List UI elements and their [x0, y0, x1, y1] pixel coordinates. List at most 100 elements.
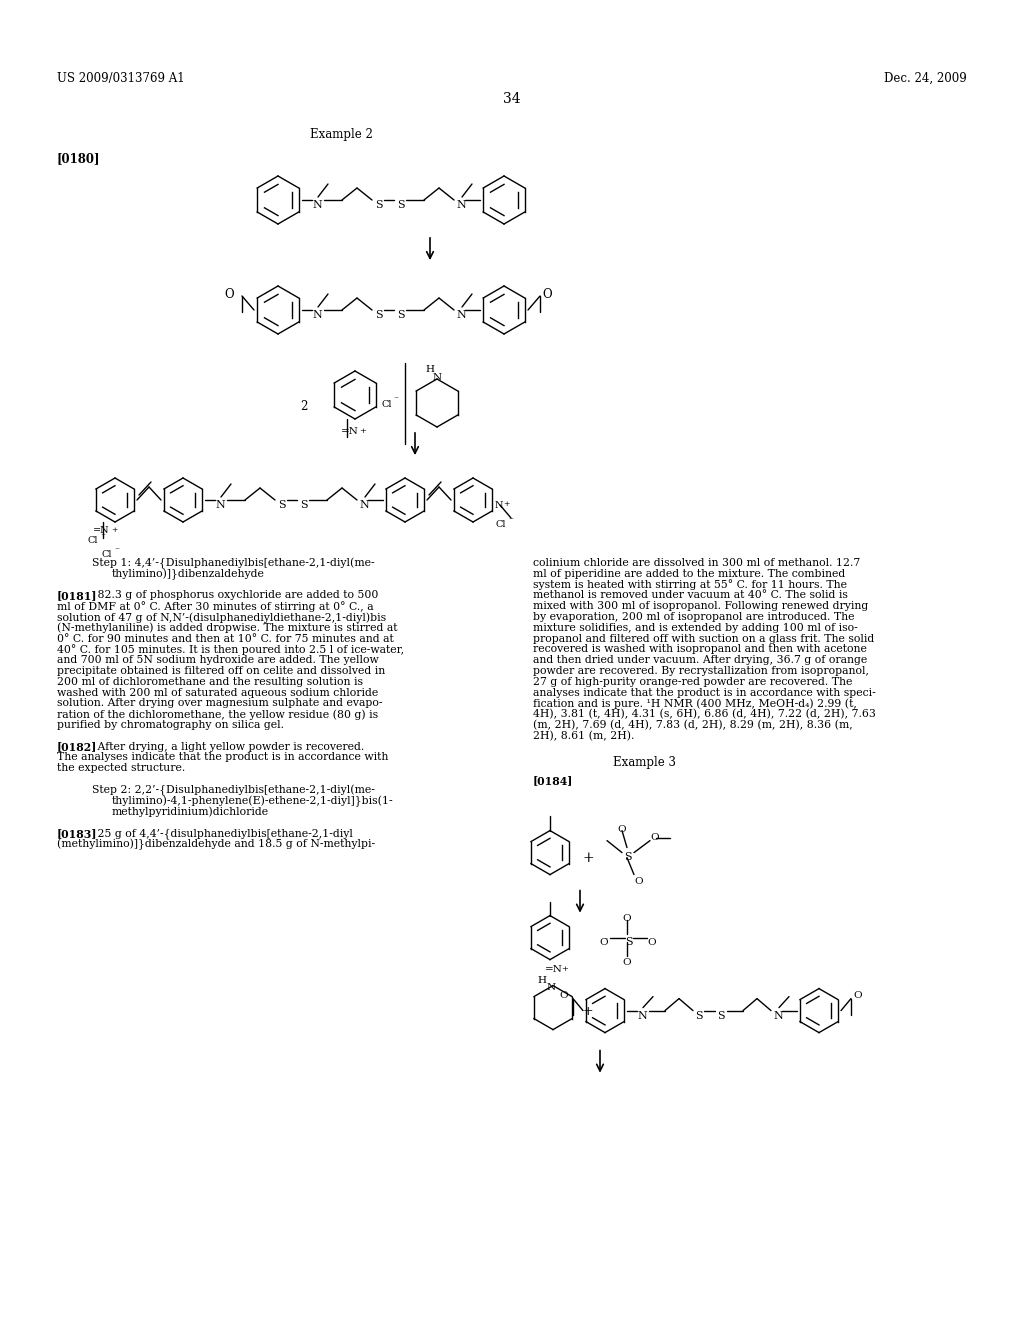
Text: 82.3 g of phosphorus oxychloride are added to 500: 82.3 g of phosphorus oxychloride are add…	[87, 590, 379, 601]
Text: N: N	[495, 500, 504, 510]
Text: O: O	[622, 913, 631, 923]
Text: mixed with 300 ml of isopropanol. Following renewed drying: mixed with 300 ml of isopropanol. Follow…	[534, 601, 868, 611]
Text: [0184]: [0184]	[534, 776, 573, 787]
Text: After drying, a light yellow powder is recovered.: After drying, a light yellow powder is r…	[87, 742, 365, 751]
Text: Cl: Cl	[87, 536, 97, 545]
Text: N: N	[456, 201, 466, 210]
Text: N: N	[215, 500, 224, 510]
Text: Step 2: 2,2’-{Disulphanediylbis[ethane-2,1-diyl(me-: Step 2: 2,2’-{Disulphanediylbis[ethane-2…	[92, 785, 375, 796]
Text: 27 g of high-purity orange-red powder are recovered. The: 27 g of high-purity orange-red powder ar…	[534, 677, 852, 686]
Text: purified by chromatography on silica gel.: purified by chromatography on silica gel…	[57, 719, 284, 730]
Text: Cl: Cl	[381, 400, 391, 409]
Text: Cl: Cl	[101, 550, 112, 558]
Text: N: N	[312, 201, 322, 210]
Text: O: O	[647, 939, 655, 948]
Text: and then dried under vacuum. After drying, 36.7 g of orange: and then dried under vacuum. After dryin…	[534, 655, 867, 665]
Text: S: S	[397, 201, 404, 210]
Text: by evaporation, 200 ml of isopropanol are introduced. The: by evaporation, 200 ml of isopropanol ar…	[534, 612, 854, 622]
Text: (m, 2H), 7.69 (d, 4H), 7.83 (d, 2H), 8.29 (m, 2H), 8.36 (m,: (m, 2H), 7.69 (d, 4H), 7.83 (d, 2H), 8.2…	[534, 719, 853, 730]
Text: ⁻: ⁻	[114, 546, 119, 554]
Text: =N: =N	[341, 426, 358, 436]
Text: methylpyridinium)dichloride: methylpyridinium)dichloride	[112, 807, 269, 817]
Text: Dec. 24, 2009: Dec. 24, 2009	[885, 73, 967, 84]
Text: and 700 ml of 5N sodium hydroxide are added. The yellow: and 700 ml of 5N sodium hydroxide are ad…	[57, 655, 379, 665]
Text: fication and is pure. ¹H NMR (400 MHz, MeOH-d₄) 2.99 (t,: fication and is pure. ¹H NMR (400 MHz, M…	[534, 698, 857, 709]
Text: powder are recovered. By recrystallization from isopropanol,: powder are recovered. By recrystallizati…	[534, 667, 869, 676]
Text: analyses indicate that the product is in accordance with speci-: analyses indicate that the product is in…	[534, 688, 876, 697]
Text: O: O	[542, 288, 552, 301]
Text: N: N	[359, 500, 369, 510]
Text: [0182]: [0182]	[57, 742, 97, 752]
Text: mixture solidifies, and is extended by adding 100 ml of iso-: mixture solidifies, and is extended by a…	[534, 623, 858, 632]
Text: N: N	[312, 310, 322, 319]
Text: =N: =N	[93, 525, 110, 535]
Text: O: O	[634, 876, 643, 886]
Text: O: O	[599, 939, 607, 948]
Text: O: O	[224, 288, 233, 301]
Text: thylimino)-4,1-phenylene(E)-ethene-2,1-diyl]}bis(1-: thylimino)-4,1-phenylene(E)-ethene-2,1-d…	[112, 796, 393, 807]
Text: =N: =N	[545, 965, 563, 974]
Text: ml of piperidine are added to the mixture. The combined: ml of piperidine are added to the mixtur…	[534, 569, 845, 578]
Text: 4H), 3.81 (t, 4H), 4.31 (s, 6H), 6.86 (d, 4H), 7.22 (d, 2H), 7.63: 4H), 3.81 (t, 4H), 4.31 (s, 6H), 6.86 (d…	[534, 709, 876, 719]
Text: 2H), 8.61 (m, 2H).: 2H), 8.61 (m, 2H).	[534, 731, 635, 741]
Text: S: S	[278, 500, 286, 510]
Text: 200 ml of dichloromethane and the resulting solution is: 200 ml of dichloromethane and the result…	[57, 677, 362, 686]
Text: O: O	[559, 990, 567, 999]
Text: 2: 2	[300, 400, 307, 413]
Text: Example 2: Example 2	[310, 128, 373, 141]
Text: +: +	[582, 850, 594, 865]
Text: recovered is washed with isopropanol and then with acetone: recovered is washed with isopropanol and…	[534, 644, 867, 655]
Text: 0° C. for 90 minutes and then at 10° C. for 75 minutes and at: 0° C. for 90 minutes and then at 10° C. …	[57, 634, 394, 644]
Text: 25 g of 4,4’-{disulphanediylbis[ethane-2,1-diyl: 25 g of 4,4’-{disulphanediylbis[ethane-2…	[87, 828, 353, 838]
Text: [0183]: [0183]	[57, 828, 97, 840]
Text: S: S	[717, 1011, 725, 1020]
Text: Example 3: Example 3	[613, 755, 676, 768]
Text: O: O	[650, 833, 658, 842]
Text: S: S	[624, 851, 632, 862]
Text: solution of 47 g of N,N’-(disulphanediyldiethane-2,1-diyl)bis: solution of 47 g of N,N’-(disulphanediyl…	[57, 612, 386, 623]
Text: N: N	[637, 1011, 647, 1020]
Text: O: O	[617, 825, 626, 834]
Text: thylimino)]}dibenzaldehyde: thylimino)]}dibenzaldehyde	[112, 569, 265, 581]
Text: [0181]: [0181]	[57, 590, 97, 602]
Text: ⁻: ⁻	[603, 937, 607, 945]
Text: the expected structure.: the expected structure.	[57, 763, 185, 774]
Text: N: N	[456, 310, 466, 319]
Text: S: S	[300, 500, 307, 510]
Text: system is heated with stirring at 55° C. for 11 hours. The: system is heated with stirring at 55° C.…	[534, 579, 847, 590]
Text: O: O	[622, 957, 631, 966]
Text: S: S	[375, 310, 383, 319]
Text: +: +	[561, 965, 568, 973]
Text: Step 1: 4,4’-{Disulphanediylbis[ethane-2,1-diyl(me-: Step 1: 4,4’-{Disulphanediylbis[ethane-2…	[92, 558, 375, 569]
Text: ⁻: ⁻	[100, 532, 105, 541]
Text: The analyses indicate that the product is in accordance with: The analyses indicate that the product i…	[57, 752, 388, 763]
Text: +: +	[111, 525, 118, 535]
Text: washed with 200 ml of saturated aqueous sodium chloride: washed with 200 ml of saturated aqueous …	[57, 688, 378, 697]
Text: (methylimino)]}dibenzaldehyde and 18.5 g of N-methylpi-: (methylimino)]}dibenzaldehyde and 18.5 g…	[57, 838, 375, 850]
Text: methanol is removed under vacuum at 40° C. The solid is: methanol is removed under vacuum at 40° …	[534, 590, 848, 601]
Text: N: N	[433, 374, 442, 381]
Text: 40° C. for 105 minutes. It is then poured into 2.5 l of ice-water,: 40° C. for 105 minutes. It is then poure…	[57, 644, 404, 655]
Text: 34: 34	[503, 92, 521, 106]
Text: O: O	[853, 990, 861, 999]
Text: +: +	[503, 500, 509, 508]
Text: ⁻: ⁻	[508, 516, 513, 525]
Text: colinium chloride are dissolved in 300 ml of methanol. 12.7: colinium chloride are dissolved in 300 m…	[534, 558, 860, 568]
Text: ml of DMF at 0° C. After 30 minutes of stirring at 0° C., a: ml of DMF at 0° C. After 30 minutes of s…	[57, 601, 374, 612]
Text: US 2009/0313769 A1: US 2009/0313769 A1	[57, 73, 184, 84]
Text: H: H	[537, 975, 546, 985]
Text: N: N	[547, 982, 556, 991]
Text: S: S	[397, 310, 404, 319]
Text: (N-methylaniline) is added dropwise. The mixture is stirred at: (N-methylaniline) is added dropwise. The…	[57, 623, 397, 634]
Text: S: S	[625, 937, 633, 946]
Text: N: N	[773, 1011, 782, 1020]
Text: +: +	[359, 426, 366, 436]
Text: solution. After drying over magnesium sulphate and evapo-: solution. After drying over magnesium su…	[57, 698, 383, 709]
Text: Cl: Cl	[495, 520, 506, 529]
Text: ration of the dichloromethane, the yellow residue (80 g) is: ration of the dichloromethane, the yello…	[57, 709, 378, 719]
Text: precipitate obtained is filtered off on celite and dissolved in: precipitate obtained is filtered off on …	[57, 667, 385, 676]
Text: S: S	[695, 1011, 702, 1020]
Text: [0180]: [0180]	[57, 152, 100, 165]
Text: ⁻: ⁻	[393, 395, 398, 404]
Text: H: H	[425, 366, 434, 374]
